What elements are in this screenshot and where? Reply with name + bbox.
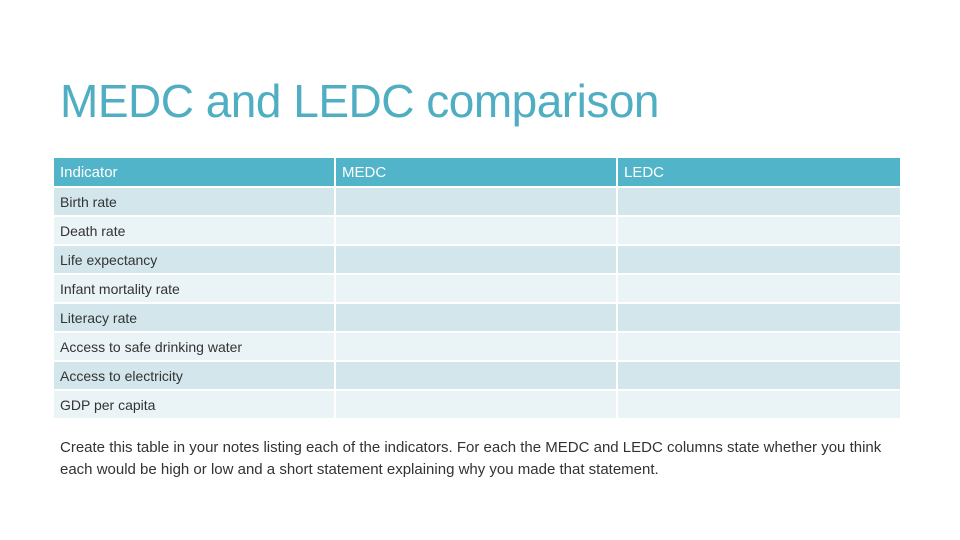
- table-row: Infant mortality rate: [54, 275, 900, 304]
- indicator-cell: Access to safe drinking water: [54, 333, 336, 362]
- ledc-cell: [618, 333, 900, 362]
- ledc-cell: [618, 275, 900, 304]
- indicator-cell: Literacy rate: [54, 304, 336, 333]
- medc-cell: [336, 188, 618, 217]
- instructions-text: Create this table in your notes listing …: [60, 439, 882, 478]
- medc-cell: [336, 217, 618, 246]
- ledc-cell: [618, 246, 900, 275]
- indicator-cell: GDP per capita: [54, 391, 336, 420]
- ledc-cell: [618, 304, 900, 333]
- indicator-cell: Life expectancy: [54, 246, 336, 275]
- medc-cell: [336, 362, 618, 391]
- header-indicator: Indicator: [54, 158, 336, 188]
- header-ledc: LEDC: [618, 158, 900, 188]
- indicator-cell: Access to electricity: [54, 362, 336, 391]
- medc-cell: [336, 275, 618, 304]
- table-row: Access to electricity: [54, 362, 900, 391]
- indicator-cell: Death rate: [54, 217, 336, 246]
- table-row: Literacy rate: [54, 304, 900, 333]
- ledc-cell: [618, 188, 900, 217]
- table-row: Death rate: [54, 217, 900, 246]
- table-row: GDP per capita: [54, 391, 900, 420]
- comparison-table: Indicator MEDC LEDC Birth rate Death rat…: [54, 158, 900, 420]
- indicator-cell: Infant mortality rate: [54, 275, 336, 304]
- ledc-cell: [618, 391, 900, 420]
- page-title: MEDC and LEDC comparison: [60, 75, 660, 127]
- header-medc: MEDC: [336, 158, 618, 188]
- medc-cell: [336, 246, 618, 275]
- ledc-cell: [618, 362, 900, 391]
- table-row: Access to safe drinking water: [54, 333, 900, 362]
- table-row: Birth rate: [54, 188, 900, 217]
- medc-cell: [336, 391, 618, 420]
- table-row: Life expectancy: [54, 246, 900, 275]
- indicator-cell: Birth rate: [54, 188, 336, 217]
- ledc-cell: [618, 217, 900, 246]
- medc-cell: [336, 304, 618, 333]
- medc-cell: [336, 333, 618, 362]
- table-header-row: Indicator MEDC LEDC: [54, 158, 900, 188]
